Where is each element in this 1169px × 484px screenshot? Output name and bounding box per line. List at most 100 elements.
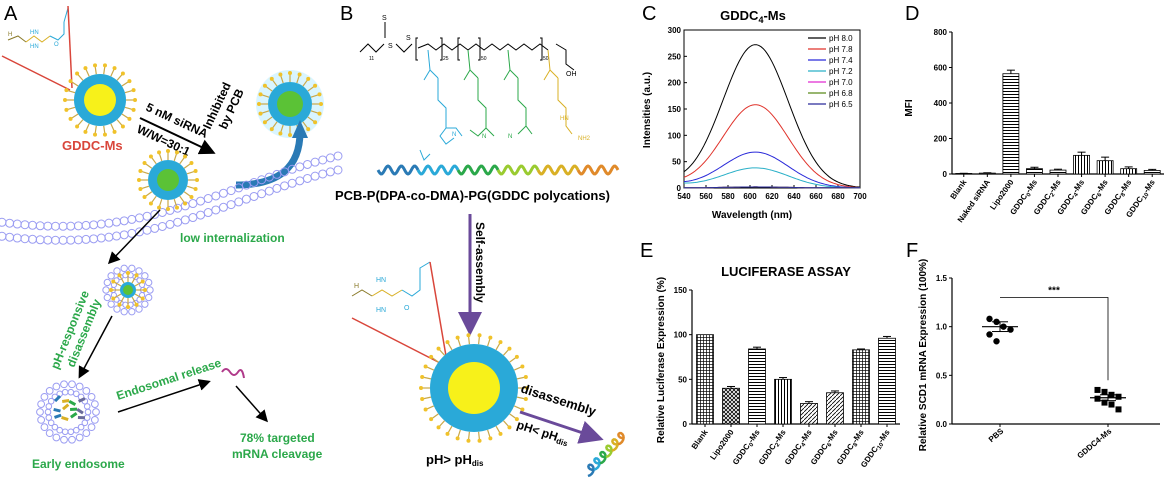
micelle-spike-head	[523, 397, 528, 402]
polymer-fragment	[62, 399, 70, 403]
micelle-spike-head	[195, 178, 199, 182]
release-arrow	[117, 379, 211, 413]
vesicle-lipid	[107, 272, 115, 280]
micelle-spike-head	[288, 133, 292, 137]
lipid-head	[0, 231, 7, 241]
chart-d-ytick-label: 400	[934, 99, 948, 108]
chart-c-series-line	[683, 104, 861, 188]
endosome-lipid	[77, 423, 85, 431]
micelle-spike-head	[269, 127, 274, 132]
chart-f-point	[1108, 401, 1115, 408]
lipid-head	[12, 219, 22, 229]
micelle-spike-head	[112, 129, 117, 134]
svg-text:S: S	[382, 15, 387, 22]
chart-c-xtick-label: 580	[721, 192, 735, 201]
micelle-spike-head	[313, 83, 318, 88]
gddc-ms-label: GDDC-Ms	[62, 138, 123, 153]
micelle-spike-head	[133, 98, 137, 102]
chart-c-series-line	[683, 151, 860, 189]
endosome-lipid	[87, 423, 96, 432]
micelle-spike-head	[317, 111, 322, 116]
lipid-head	[81, 234, 91, 244]
chart-c-legend-label: pH 7.4	[829, 56, 853, 65]
micelle-spike-head	[102, 132, 107, 137]
micelle-spike-head	[93, 63, 98, 68]
chart-c-ytick-label: 250	[668, 52, 682, 61]
lipid-head	[119, 216, 129, 226]
chart-c-legend-label: pH 6.8	[829, 89, 853, 98]
polymer-chain-wave-segment	[456, 164, 500, 176]
endosome-lipid	[40, 392, 49, 401]
chart-d-bar	[1120, 168, 1138, 175]
micelle-core	[448, 362, 500, 414]
chart-d-ytick-label: 0	[943, 170, 948, 179]
lipid-head	[257, 189, 267, 199]
endosome-lipid	[90, 415, 99, 424]
svg-text:N: N	[508, 134, 512, 140]
micelle-spike-head	[445, 340, 450, 345]
micelle-spike-head	[134, 302, 139, 307]
micelle-spike-head	[423, 407, 428, 412]
chart-c: C GDDC4-Ms 540 560 580 600 620 640 660 680 70005…	[642, 3, 867, 221]
micelle-spike-head	[142, 160, 147, 165]
chart-f-point	[1007, 326, 1014, 333]
chart-c-xtick-label: 660	[809, 192, 823, 201]
released-chain-segment	[587, 463, 595, 478]
svg-text:HN: HN	[30, 30, 39, 36]
chart-e-ytick-label: 150	[674, 286, 688, 295]
disassembly-arrow	[78, 315, 113, 379]
svg-text:OH: OH	[566, 71, 577, 78]
vesicle-lipid	[107, 300, 115, 308]
ph-lt-label: pH< pHdis	[515, 418, 571, 449]
endosome-lipid	[56, 426, 63, 434]
lipid-head	[310, 157, 320, 167]
panel-a: A HN HN O H GDDC-Ms 5 nM siRNA W/W=30:1 …	[0, 3, 343, 471]
endosome-lipid	[44, 408, 52, 416]
micelle-spike-head	[189, 195, 194, 200]
micelle-spike-head	[488, 436, 493, 441]
micelle-spike-head	[64, 88, 69, 93]
lipid-head	[96, 233, 106, 243]
chart-c-xtick-label: 640	[787, 192, 801, 201]
micelle-spike-head	[445, 431, 450, 436]
lipid-head	[157, 221, 167, 231]
lipid-head	[104, 232, 114, 242]
chart-d-ytick-label: 600	[934, 64, 948, 73]
lipid-head	[35, 235, 45, 245]
chart-e-ytick-label: 100	[674, 331, 688, 340]
chart-c-ytick-label: 50	[672, 158, 681, 167]
lipid-head	[249, 177, 259, 187]
micelle-spike-head	[523, 374, 528, 379]
endosome-lipid	[47, 419, 55, 427]
micelle-spike-head	[466, 438, 471, 443]
micelle-spike-head	[131, 88, 136, 93]
chart-f-xtick-label: PBS	[987, 426, 1006, 444]
svg-text:25: 25	[443, 56, 449, 62]
chart-c-legend-label: pH 7.0	[829, 78, 853, 87]
lipid-head	[203, 194, 213, 204]
micelle-spike-head	[498, 340, 503, 345]
chart-d-bar	[1026, 168, 1043, 175]
lipid-head	[211, 191, 221, 201]
self-assembly-label: Self-assembly	[473, 222, 487, 303]
lipid-head	[287, 178, 297, 188]
lipid-head	[203, 208, 213, 218]
micelle-spike-head	[183, 201, 188, 206]
polymer-fragment	[61, 416, 69, 422]
micelle-spike-head	[126, 271, 130, 275]
chart-e-bar	[774, 378, 792, 425]
polymer-fragment	[62, 403, 70, 411]
micelle-spike-head	[514, 354, 519, 359]
inhibition-arrowhead	[292, 120, 308, 138]
chart-e-bar	[852, 349, 870, 425]
micelle-core	[277, 91, 303, 117]
vesicle-lipid	[113, 305, 121, 313]
lipid-head	[196, 210, 206, 220]
endosome-lipid	[45, 403, 53, 410]
micelle-spike-head	[429, 417, 434, 422]
lipid-head	[0, 217, 7, 227]
endosome-lipid	[51, 423, 59, 431]
micelle-spike-head	[111, 296, 116, 301]
lipid-head	[50, 221, 60, 231]
chart-f: F 0.0 0.5 1.0 1.5 PBS GDDC4-Ms *** Relative SC…	[906, 240, 1160, 460]
